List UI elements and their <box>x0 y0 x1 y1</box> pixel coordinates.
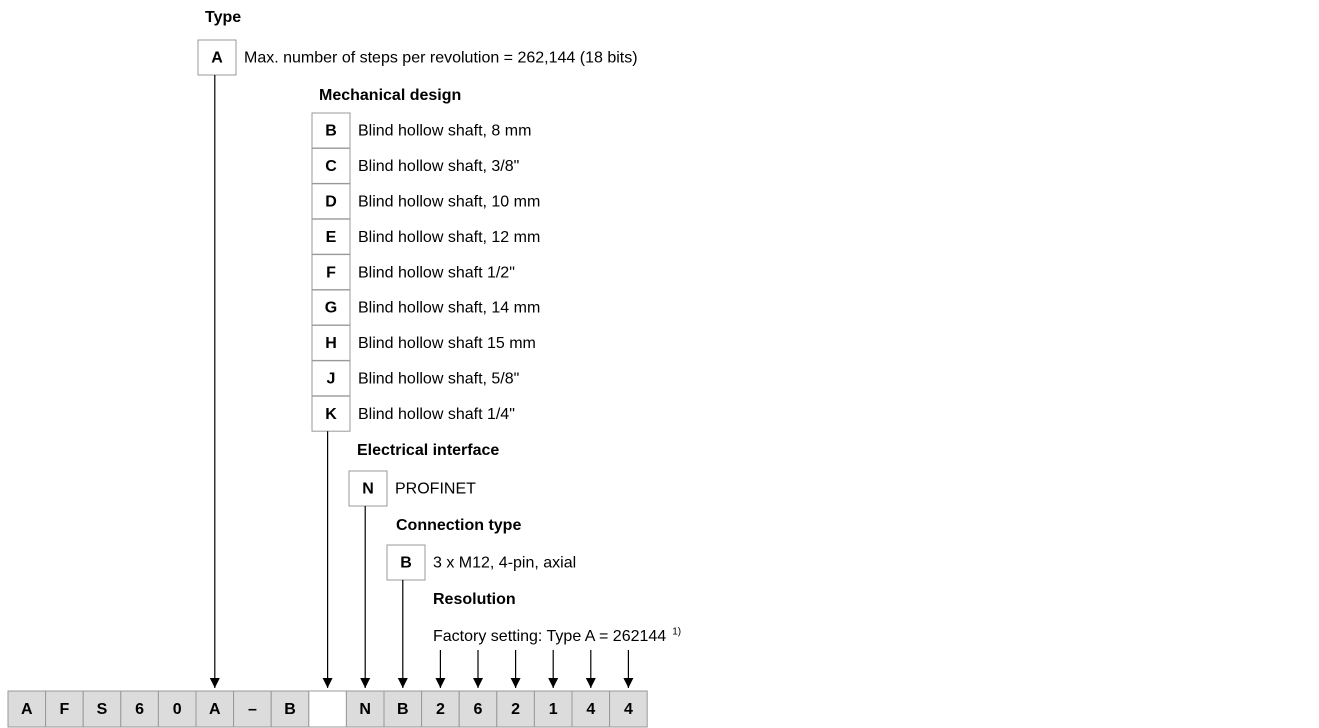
option-label: PROFINET <box>395 481 476 498</box>
code: N <box>362 481 374 498</box>
code-char: F <box>60 701 70 718</box>
code-box <box>311 289 351 326</box>
code-char: B <box>397 701 409 718</box>
code-cell <box>496 690 535 728</box>
code: F <box>326 264 336 281</box>
code-char: – <box>248 701 257 718</box>
code-box <box>386 544 426 581</box>
code-cell <box>45 690 84 728</box>
section-title: Resolution <box>433 591 516 608</box>
option-label: Blind hollow shaft 1/2" <box>358 264 515 281</box>
code: B <box>400 555 412 572</box>
section-title: Electrical interface <box>357 442 499 459</box>
code-char: 2 <box>511 701 520 718</box>
code-cell <box>609 690 648 728</box>
option-label: Max. number of steps per revolution = 26… <box>244 50 638 67</box>
code-box <box>311 324 351 361</box>
code-cell <box>458 690 498 728</box>
option-label: 3 x M12, 4-pin, axial <box>433 555 576 572</box>
option-label: Blind hollow shaft, 14 mm <box>358 300 540 317</box>
code-char: 6 <box>135 701 144 718</box>
code-cell <box>308 690 347 728</box>
option-label: Blind hollow shaft, 8 mm <box>358 123 531 140</box>
footnote: 1) <box>672 627 681 638</box>
code-box <box>311 112 351 149</box>
code-char: S <box>97 701 108 718</box>
code-cell <box>82 690 122 728</box>
code-cell <box>533 690 573 728</box>
code-box <box>311 254 351 291</box>
code: G <box>325 300 337 317</box>
code-cell <box>233 690 272 728</box>
code-char: B <box>284 701 296 718</box>
code-box <box>311 218 351 255</box>
code-char: 2 <box>436 701 445 718</box>
code-cell <box>345 690 385 728</box>
section-title: Mechanical design <box>319 87 461 104</box>
code: B <box>325 123 337 140</box>
code-char: 0 <box>173 701 182 718</box>
code: E <box>326 229 337 246</box>
code-box <box>348 470 388 507</box>
section-title: Type <box>205 9 241 26</box>
code-char: 4 <box>624 701 633 718</box>
code-char: N <box>359 701 371 718</box>
code-char: A <box>21 701 33 718</box>
code-cell <box>195 690 235 728</box>
code-cell <box>571 690 611 728</box>
option-label: Blind hollow shaft 1/4" <box>358 406 515 423</box>
code-box <box>197 39 237 76</box>
code-cell <box>157 690 197 728</box>
code-box <box>311 360 351 397</box>
section-title: Connection type <box>396 517 521 534</box>
code-cell <box>7 690 47 728</box>
option-label: Blind hollow shaft 15 mm <box>358 335 536 352</box>
code: D <box>325 194 337 211</box>
option-label: Blind hollow shaft, 5/8" <box>358 371 519 388</box>
code: C <box>325 158 337 175</box>
option-label: Blind hollow shaft, 10 mm <box>358 194 540 211</box>
code-cell <box>270 690 310 728</box>
code-box <box>311 395 351 432</box>
code-char: A <box>209 701 221 718</box>
code-char: 6 <box>474 701 483 718</box>
code-char: 1 <box>549 701 558 718</box>
option-label: Blind hollow shaft, 12 mm <box>358 229 540 246</box>
code: J <box>327 371 336 388</box>
resolution-text: Factory setting: Type A = 262144 <box>433 628 666 645</box>
code-cell <box>120 690 159 728</box>
code-char: 4 <box>586 701 595 718</box>
code: A <box>211 50 223 67</box>
code: H <box>325 335 337 352</box>
code: K <box>325 406 337 423</box>
option-label: Blind hollow shaft, 3/8" <box>358 158 519 175</box>
